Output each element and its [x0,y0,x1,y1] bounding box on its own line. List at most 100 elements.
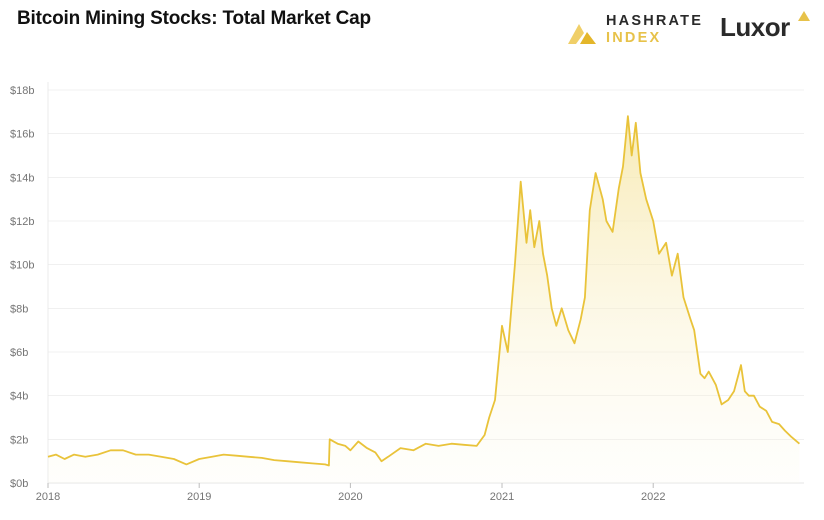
data-point [412,449,414,451]
data-point [605,220,607,222]
data-point [612,231,614,233]
data-point [488,417,490,419]
data-point [759,406,761,408]
data-point [273,459,275,461]
data-point [677,253,679,255]
data-point [344,445,346,447]
data-point [55,454,57,456]
y-tick-label: $8b [10,303,28,315]
y-tick-label: $0b [10,478,28,490]
data-point [148,454,150,456]
data-point [337,443,339,445]
data-point [561,307,563,309]
data-point [551,307,553,309]
data-point [223,454,225,456]
data-point [631,155,633,157]
data-point [584,296,586,298]
data-point [721,403,723,405]
data-point [463,444,465,446]
hashrate-logo-icon [568,24,596,44]
data-point [357,441,359,443]
x-tick-label: 2022 [641,491,665,503]
luxor-logo: Luxor [719,10,811,46]
data-point [748,395,750,397]
luxor-logo-text: Luxor [720,12,790,42]
data-point [438,445,440,447]
data-point [652,220,654,222]
data-point [765,410,767,412]
data-point [122,449,124,451]
data-point [311,462,313,464]
data-point [324,463,326,465]
data-point [645,198,647,200]
data-point [198,458,200,460]
x-tick-label: 2019 [187,491,211,503]
x-tick-label: 2018 [36,491,60,503]
data-point [64,458,66,460]
data-point [708,371,710,373]
data-point [740,364,742,366]
data-point [520,181,522,183]
x-tick-label: 2021 [490,491,514,503]
data-point [299,461,301,463]
data-point [627,115,629,117]
data-point [693,329,695,331]
data-point [380,460,382,462]
y-tick-label: $2b [10,434,28,446]
data-point [97,454,99,456]
data-point [733,390,735,392]
data-point [329,438,331,440]
data-point [450,443,452,445]
data-point [400,447,402,449]
data-point [671,275,673,277]
data-point [235,455,237,457]
data-point [546,275,548,277]
data-point [494,399,496,401]
market-cap-line [47,115,800,467]
data-point [665,242,667,244]
data-point [211,456,213,458]
data-point [366,447,368,449]
data-point [658,253,660,255]
x-tick-label: 2020 [338,491,362,503]
data-point [778,423,780,425]
data-point [567,329,569,331]
data-point [110,449,112,451]
data-point [476,445,478,447]
data-point [261,457,263,459]
data-point [533,246,535,248]
data-point [507,351,509,353]
data-point [715,384,717,386]
data-point [555,325,557,327]
y-axis: $0b $2b $4b $6b $8b $10b $12b $14b $16b $18b [10,85,34,490]
data-point [727,399,729,401]
data-point [622,165,624,167]
data-point [538,220,540,222]
data-point [525,242,527,244]
data-point [791,436,793,438]
data-point [589,209,591,211]
data-point [682,296,684,298]
data-point [798,443,800,445]
data-point [73,454,75,456]
y-tick-label: $14b [10,172,34,184]
data-point [771,421,773,423]
hashrate-index-logo: HASHRATE INDEX [566,12,701,48]
data-point [602,198,604,200]
data-point [501,325,503,327]
data-point [704,377,706,379]
data-point [84,456,86,458]
data-point [699,373,701,375]
y-tick-label: $4b [10,391,28,403]
data-point [328,465,330,467]
data-point [744,390,746,392]
index-logo-text: INDEX [606,30,662,46]
data-point [595,172,597,174]
data-point [47,456,49,458]
data-point [542,253,544,255]
data-point [349,449,351,451]
data-point [574,342,576,344]
data-point [135,454,137,456]
data-point [784,430,786,432]
